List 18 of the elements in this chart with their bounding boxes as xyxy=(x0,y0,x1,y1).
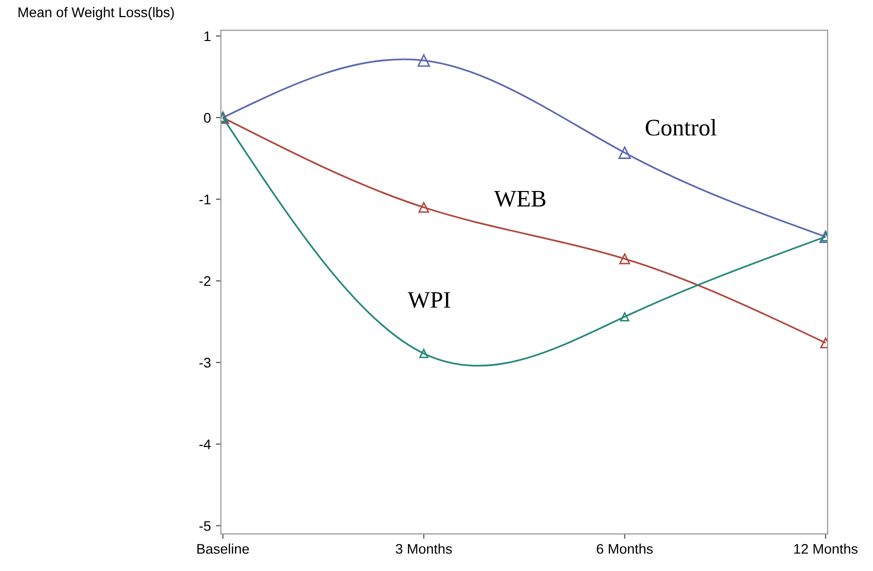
point xyxy=(419,348,428,358)
y-tick-label: 1 xyxy=(204,31,210,42)
y-tick-label: -5 xyxy=(199,521,211,531)
x-tick-label: Baseline xyxy=(197,544,249,554)
y-axis-title: Mean of Weight Loss(lbs) xyxy=(18,7,174,20)
y-tick-label: 0 xyxy=(204,112,211,123)
point xyxy=(620,312,630,322)
series-label: WPI xyxy=(408,292,450,308)
series-label: WEB xyxy=(494,190,546,207)
x-tick-label: 3 Months xyxy=(396,544,452,554)
y-tick-label: -1 xyxy=(199,194,210,204)
y-tick-label: -3 xyxy=(199,358,211,368)
series-label: Control xyxy=(646,119,716,136)
point xyxy=(821,232,828,242)
y-tick-label: -4 xyxy=(199,440,211,450)
y-tick-label: -2 xyxy=(199,276,210,286)
x-tick-label: 6 Months xyxy=(596,544,653,554)
x-tick-label: 12 Months xyxy=(794,544,858,554)
